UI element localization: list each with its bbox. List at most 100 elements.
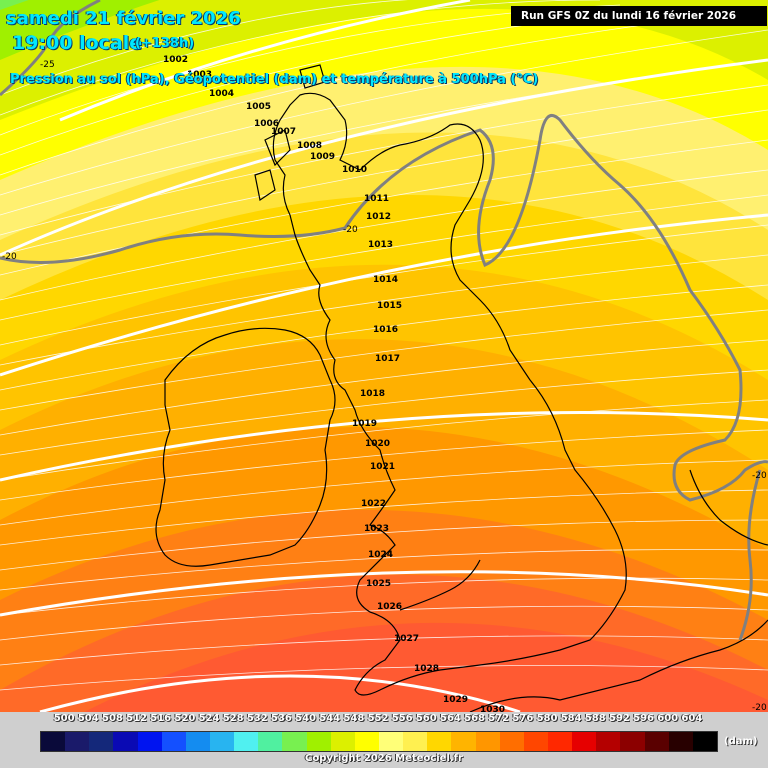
isotherm-lines [0, 0, 768, 641]
legend-swatch [620, 732, 645, 751]
svg-text:1028: 1028 [414, 664, 439, 674]
svg-text:1029: 1029 [443, 695, 468, 705]
svg-text:1005: 1005 [246, 102, 271, 112]
legend-swatch [668, 732, 693, 751]
svg-text:-20: -20 [343, 225, 358, 235]
legend-swatch [234, 732, 259, 751]
forecast-offset: (+138h) [135, 36, 195, 51]
band-color [0, 0, 29, 10]
band-color [0, 0, 160, 60]
svg-text:1007: 1007 [271, 127, 296, 137]
forecast-date: samedi 21 février 2026 [6, 8, 241, 29]
legend-swatch [41, 732, 66, 751]
legend-tick-label: 520 [174, 713, 196, 724]
map-description: Pression au sol (hPa), Géopotentiel (dam… [10, 72, 539, 87]
svg-text:1018: 1018 [360, 389, 385, 399]
legend-swatch [451, 732, 476, 751]
svg-text:1030: 1030 [480, 705, 505, 712]
legend-tick-label: 540 [295, 713, 316, 724]
legend-swatch [354, 732, 379, 751]
legend-swatch [282, 732, 307, 751]
legend-swatch [403, 732, 428, 751]
svg-text:1019: 1019 [352, 419, 377, 429]
legend-swatch [306, 732, 331, 751]
svg-text:1012: 1012 [366, 212, 391, 222]
legend-swatch [65, 732, 90, 751]
legend-swatch [113, 732, 138, 751]
legend-swatch [137, 732, 162, 751]
svg-text:1015: 1015 [377, 301, 402, 311]
svg-text:1008: 1008 [297, 141, 322, 151]
legend-tick-label: 568 [464, 713, 485, 724]
isohypse [0, 411, 768, 482]
legend-tick-label: 524 [198, 713, 220, 724]
isohypse [0, 58, 768, 257]
legend-swatch [499, 732, 524, 751]
legend-tick-label: 512 [126, 713, 147, 724]
svg-text:1017: 1017 [375, 354, 400, 364]
svg-text:1009: 1009 [310, 152, 335, 162]
svg-text:1025: 1025 [366, 579, 391, 589]
legend-tick-label: 536 [270, 713, 292, 724]
isohypse [39, 674, 521, 712]
legend-tick-label: 576 [512, 713, 534, 724]
svg-text:-20: -20 [2, 252, 17, 262]
legend-tick-label: 604 [681, 713, 703, 724]
svg-text:1023: 1023 [364, 524, 389, 534]
legend-tick-label: 500 [53, 713, 75, 724]
legend-tick-label: 504 [77, 713, 99, 724]
legend-tick-label: 532 [246, 713, 268, 724]
legend-tick-label: 588 [584, 713, 606, 724]
legend-swatch [258, 732, 283, 751]
svg-text:1024: 1024 [368, 550, 393, 560]
svg-text:1021: 1021 [370, 462, 395, 472]
svg-text:-25: -25 [40, 60, 55, 70]
legend-tick-label: 552 [367, 713, 389, 724]
legend-swatch [644, 732, 669, 751]
svg-text:1011: 1011 [364, 194, 389, 204]
legend-ticks: 500 504 508 512 516 520 524 528 532 536 540 544 548 5… [38, 713, 718, 727]
svg-text:-20: -20 [752, 703, 767, 712]
legend-tick-label: 596 [633, 713, 654, 724]
isohypse [0, 570, 768, 617]
isobar-labels: 1002 1003 1004 1005 1006 1007 1008 1009 … [163, 55, 505, 712]
pressure-geopotential-map: 1002 1003 1004 1005 1006 1007 1008 1009 … [0, 0, 768, 712]
legend-tick-label: 572 [488, 713, 510, 724]
svg-text:1014: 1014 [373, 275, 398, 285]
legend-tick-label: 564 [439, 713, 461, 724]
legend-tick-label: 584 [560, 713, 582, 724]
svg-text:1016: 1016 [373, 325, 398, 335]
temperature-labels: -25 -20 -20 -20 -20 [2, 60, 767, 712]
legend-swatch [596, 732, 621, 751]
legend-tick-label: 544 [319, 713, 341, 724]
legend-tick-label: 516 [150, 713, 172, 724]
legend-swatch [330, 732, 355, 751]
model-run-label: Run GFS 0Z du lundi 16 février 2026 [511, 6, 767, 26]
legend-tick-label: 508 [101, 713, 123, 724]
legend-tick-label: 528 [222, 713, 244, 724]
svg-text:1004: 1004 [209, 89, 234, 99]
legend-color-bar [40, 731, 718, 752]
legend-swatch [475, 732, 500, 751]
svg-text:-20: -20 [752, 471, 767, 481]
legend-swatch [572, 732, 597, 751]
forecast-time: 19:00 locale [12, 32, 143, 54]
svg-text:1006: 1006 [254, 119, 279, 129]
legend-swatch [427, 732, 452, 751]
legend-tick-label: 548 [343, 713, 365, 724]
legend-swatch [161, 732, 186, 751]
svg-text:1020: 1020 [365, 439, 390, 449]
svg-text:1010: 1010 [342, 165, 367, 175]
svg-text:1002: 1002 [163, 55, 188, 65]
isohypse [59, 0, 471, 122]
legend-unit: (dam) [724, 736, 758, 747]
legend-tick-label: 600 [657, 713, 679, 724]
legend-swatch [523, 732, 548, 751]
legend-tick-label: 560 [415, 713, 437, 724]
legend-tick-label: 556 [391, 713, 413, 724]
coastline [155, 64, 768, 712]
legend-swatch [89, 732, 114, 751]
band-color [0, 0, 768, 120]
svg-text:1022: 1022 [361, 499, 386, 509]
